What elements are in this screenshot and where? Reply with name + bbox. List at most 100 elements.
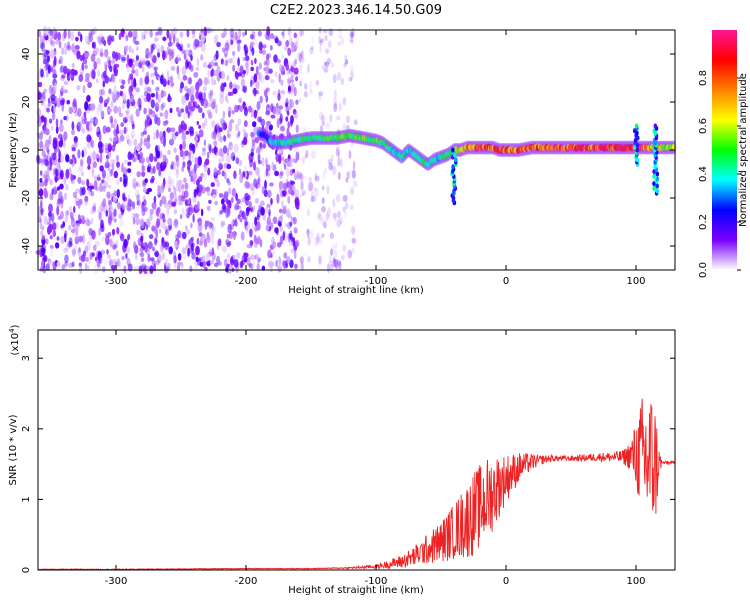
spectrogram-cell — [52, 261, 57, 271]
spectrogram-cell — [123, 265, 127, 274]
spectrogram-cell — [213, 34, 219, 45]
spectrogram-cell — [201, 112, 205, 119]
spectrogram-cell — [68, 106, 73, 115]
spectrogram-cell — [150, 43, 154, 53]
snr-x-tick-label: 0 — [503, 576, 509, 587]
spectrogram-cell — [43, 254, 48, 263]
spectrogram-cell — [226, 75, 230, 81]
spectrogram-cell — [127, 30, 133, 38]
spectrogram-cell — [333, 96, 337, 107]
spectrogram-cell — [227, 187, 232, 195]
spectrogram-cell — [126, 110, 129, 120]
spectrogram-cell — [308, 177, 313, 182]
spectrogram-cell — [152, 246, 155, 252]
spectrogram-cell — [135, 108, 140, 117]
spectrogram-cell — [95, 105, 101, 116]
spectrogram-cell — [352, 180, 358, 188]
spectrogram-cell — [182, 208, 187, 219]
spectrogram-cell — [40, 68, 44, 78]
spectrogram-cell — [42, 60, 47, 65]
spectrogram-cell — [87, 265, 90, 270]
spectrogram-cell — [270, 103, 274, 113]
spectrogram-cell — [212, 194, 217, 199]
spectrogram-cell — [134, 40, 140, 46]
spectrogram-cell — [299, 65, 303, 75]
spectrogram-cell — [324, 61, 330, 68]
spectrogram-cell — [55, 125, 59, 134]
spectrogram-cell — [310, 196, 315, 203]
spectrogram-cell — [56, 206, 60, 216]
spectrogram-cell — [167, 149, 171, 155]
spectrogram-cell — [153, 37, 159, 42]
snr-plot-frame — [37, 329, 676, 571]
spectrogram-cell — [255, 65, 259, 76]
spectrogram-cell — [38, 182, 42, 187]
spectrogram-cell — [300, 29, 305, 36]
spectrogram-cell — [287, 105, 292, 111]
spectrogram-cell — [154, 70, 158, 77]
spectrogram-cell — [290, 248, 296, 254]
spectrogram-cell — [112, 159, 116, 164]
spectrogram-cell — [56, 261, 61, 267]
spectrogram-cell — [207, 64, 212, 69]
spectrogram-cell — [230, 39, 234, 46]
spectrogram-cell — [112, 195, 118, 203]
spectrogram-spur-cell — [634, 123, 639, 129]
spectrogram-cell — [240, 231, 245, 241]
spectrogram-cell — [232, 105, 237, 112]
spectrogram-cell — [257, 236, 262, 245]
spectrogram-cell — [46, 70, 49, 78]
spectrogram-cell — [146, 156, 150, 163]
spectrogram-cell — [56, 201, 61, 208]
spectrogram-x-tick-label: -200 — [235, 276, 258, 287]
spectrogram-cell — [233, 170, 237, 179]
spectrogram-cell — [46, 221, 52, 226]
spectrogram-cell — [60, 85, 65, 93]
spectrogram-cell — [147, 241, 153, 250]
spectrogram-cell — [121, 256, 125, 260]
spectrogram-cell — [206, 102, 212, 108]
spectrogram-cell — [130, 129, 135, 139]
spectrogram-cell — [281, 190, 287, 196]
spectrogram-cell — [266, 58, 270, 67]
spectrogram-cell — [107, 150, 112, 159]
spectrogram-cell — [36, 108, 42, 117]
spectrogram-cell — [146, 114, 150, 120]
spectrogram-cell — [211, 120, 216, 128]
spectrogram-cell — [103, 92, 107, 97]
spectrogram-cell — [154, 250, 159, 258]
spectrogram-cell — [239, 260, 244, 269]
spectrogram-cell — [294, 263, 298, 270]
spectrogram-cell — [202, 233, 206, 239]
spectrogram-cell — [284, 223, 288, 228]
spectrogram-cell — [108, 77, 113, 83]
spectrogram-cell — [84, 195, 89, 203]
spectrogram-cell — [271, 261, 275, 268]
spectrogram-cell — [294, 193, 298, 199]
spectrogram-cell — [280, 89, 286, 95]
spectrogram-cell — [84, 101, 89, 111]
spectrogram-cell — [221, 125, 226, 131]
spectrogram-cell — [94, 240, 100, 247]
spectrogram-cell — [318, 35, 321, 44]
spectrogram-cell — [107, 142, 112, 150]
spectrogram-cell — [164, 241, 170, 247]
spectrogram-cell — [321, 206, 326, 213]
spectrogram-cell — [351, 27, 355, 37]
spectrogram-cell — [111, 35, 115, 42]
spectrogram-cell — [146, 86, 152, 93]
spectrogram-cell — [162, 36, 167, 41]
spectrogram-cell — [169, 136, 174, 145]
spectrogram-cell — [330, 61, 335, 68]
spectrogram-cell — [78, 165, 84, 172]
spectrogram-cell — [295, 240, 300, 247]
spectrogram-cell — [135, 46, 139, 51]
spectrogram-cell — [311, 149, 317, 160]
spectrogram-cell — [132, 177, 137, 187]
spectrogram-cell — [140, 31, 145, 41]
spectrogram-cell — [273, 164, 277, 172]
spectrogram-cell — [274, 149, 278, 155]
spectrogram-cell — [200, 208, 204, 217]
spectrogram-cell — [298, 74, 304, 80]
spectrogram-cell — [115, 51, 119, 62]
